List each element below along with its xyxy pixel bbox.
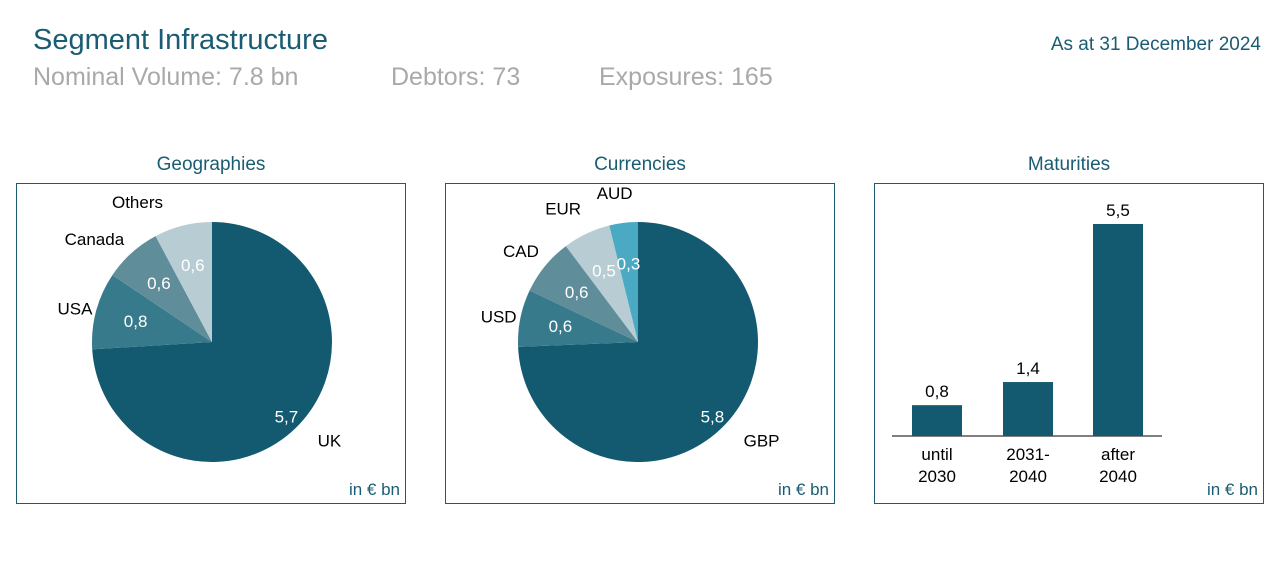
- currencies-panel-title: Currencies: [594, 154, 686, 175]
- currencies-panel: 5,8 GBP 0,6 USD 0,6 CAD 0,5 EUR 0,3 AUD in € bn: [445, 183, 835, 504]
- as-at-date: As at 31 December 2024: [1050, 34, 1261, 55]
- cur-value-label-gbp: 5,8: [701, 407, 725, 426]
- nominal-volume-stat: Nominal Volume: 7.8 bn: [33, 63, 299, 91]
- exposures-stat: Exposures: 165: [599, 63, 773, 91]
- maturities-tick-label-after-2040: after 2040: [1099, 445, 1137, 486]
- maturities-unit-label: in € bn: [1206, 480, 1258, 499]
- geo-category-label-canada: Canada: [65, 230, 125, 249]
- geographies-panel-title: Geographies: [156, 154, 266, 175]
- geo-slice-uk: [92, 222, 332, 463]
- maturities-value-label-2031-2040: 1,4: [1016, 359, 1040, 378]
- geo-value-label-uk: 5,7: [275, 407, 299, 426]
- maturities-bar-chart: 0,8 until 2030 1,4 2031-2040 5,5 after 2040: [892, 201, 1162, 486]
- currencies-unit-label: in € bn: [777, 480, 829, 499]
- maturities-bar-after-2040: [1093, 224, 1143, 436]
- maturities-value-label-until-2030: 0,8: [925, 382, 949, 401]
- geo-slice-others: [155, 222, 212, 342]
- maturities-panel: 0,8 until 2030 1,4 2031-2040 5,5 after 2040 in …: [874, 183, 1264, 504]
- geo-category-label-uk: UK: [318, 431, 342, 450]
- currencies-pie-chart: 5,8 GBP 0,6 USD 0,6 CAD 0,5 EUR 0,3 AUD: [481, 184, 780, 462]
- geographies-unit-label: in € bn: [348, 480, 400, 499]
- cur-slice-cad: [529, 246, 638, 342]
- cur-slice-gbp: [518, 222, 759, 462]
- geo-value-label-others: 0,6: [181, 256, 205, 275]
- cur-category-label-gbp: GBP: [744, 431, 780, 450]
- geographies-panel: 5,7 UK 0,8 USA 0,6 Canada 0,6 Others in € bn: [16, 183, 406, 504]
- geo-value-label-canada: 0,6: [147, 274, 171, 293]
- page-title: Segment Infrastructure: [33, 24, 328, 56]
- maturities-value-label-after-2040: 5,5: [1106, 201, 1130, 220]
- maturities-bar-2031-2040: [1003, 382, 1053, 436]
- cur-value-label-usd: 0,6: [549, 317, 573, 336]
- debtors-stat: Debtors: 73: [391, 63, 521, 91]
- geo-slice-canada: [112, 236, 212, 342]
- geo-slice-usa: [91, 275, 212, 350]
- cur-slice-eur: [565, 225, 638, 342]
- cur-category-label-aud: AUD: [597, 184, 633, 203]
- geo-value-label-usa: 0,8: [124, 312, 148, 331]
- maturities-bar-until-2030: [912, 405, 962, 436]
- geo-category-label-usa: USA: [58, 300, 94, 319]
- cur-slice-aud: [609, 222, 638, 342]
- cur-value-label-eur: 0,5: [592, 261, 616, 280]
- cur-category-label-usd: USD: [481, 307, 517, 326]
- cur-category-label-eur: EUR: [545, 199, 581, 218]
- maturities-tick-label-2031-2040: 2031-2040: [1006, 445, 1049, 486]
- geographies-pie-chart: 5,7 UK 0,8 USA 0,6 Canada 0,6 Others: [58, 193, 342, 463]
- geo-category-label-others: Others: [112, 193, 163, 212]
- maturities-panel-title: Maturities: [1027, 154, 1111, 175]
- cur-category-label-cad: CAD: [503, 242, 539, 261]
- maturities-tick-label-until-2030: until 2030: [918, 445, 956, 486]
- cur-value-label-cad: 0,6: [565, 283, 589, 302]
- cur-value-label-aud: 0,3: [617, 254, 641, 273]
- cur-slice-usd: [518, 290, 638, 347]
